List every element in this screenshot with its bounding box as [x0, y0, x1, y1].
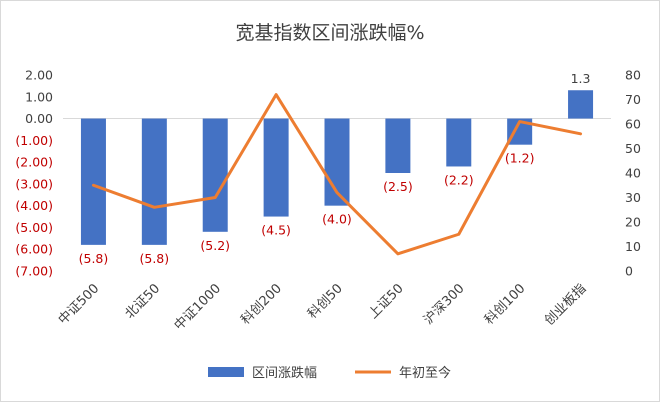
left-tick-label: (7.00): [15, 264, 53, 279]
category-label: 上证50: [366, 281, 407, 322]
right-tick-label: 30: [625, 190, 641, 205]
bar-data-label: (5.8): [79, 251, 109, 266]
legend-bar-label: 区间涨跌幅: [252, 365, 317, 381]
left-axis: 2.00 1.00 0.00 (1.00) (2.00) (3.00) (4.00) (5.0…: [15, 68, 53, 279]
category-label: 沪深300: [420, 281, 467, 328]
left-tick-label: (5.00): [15, 220, 53, 235]
category-label: 科创50: [305, 281, 346, 322]
right-tick-label: 10: [625, 239, 641, 254]
bar: [385, 118, 411, 173]
left-tick-label: (3.00): [15, 176, 53, 191]
bar-data-labels: (5.8) (5.8) (5.2) (4.5) (4.0) (2.5) (2.2) (1.2)…: [79, 71, 591, 266]
bar-data-label: (5.2): [200, 238, 230, 253]
bar: [141, 118, 167, 245]
bar-data-label: (4.0): [322, 212, 352, 227]
left-tick-label: (1.00): [15, 133, 53, 148]
category-label: 中证500: [56, 281, 103, 328]
category-labels: 中证500 北证50 中证1000 科创200 科创50 上证50 沪深300 科创100 创业…: [56, 281, 590, 334]
category-label: 科创100: [482, 281, 529, 328]
legend-line-label: 年初至今: [399, 365, 451, 381]
bar-data-label: 1.3: [571, 71, 591, 86]
bar: [80, 118, 106, 245]
category-label: 北证50: [122, 281, 163, 322]
bar: [568, 90, 594, 119]
bar-data-label: (5.8): [140, 251, 170, 266]
bar: [202, 118, 228, 232]
right-tick-label: 40: [625, 166, 641, 181]
category-label: 中证1000: [172, 281, 224, 333]
bar: [263, 118, 289, 217]
legend-bar-swatch: [208, 367, 244, 377]
left-tick-label: 2.00: [25, 68, 53, 83]
bar-data-label: (2.5): [383, 179, 413, 194]
right-axis: 80 70 60 50 40 30 20 10 0: [625, 68, 641, 279]
left-tick-label: (4.00): [15, 198, 53, 213]
bar-data-label: (2.2): [444, 172, 474, 187]
bar: [446, 118, 472, 167]
category-label: 创业板指: [542, 281, 589, 328]
right-tick-label: 50: [625, 141, 641, 156]
right-tick-label: 80: [625, 68, 641, 83]
left-tick-label: 1.00: [25, 89, 53, 104]
bar-data-label: (1.2): [505, 151, 535, 166]
plot-area: (5.8) (5.8) (5.2) (4.5) (4.0) (2.5) (2.2) (1.2)…: [63, 71, 611, 266]
right-tick-label: 60: [625, 117, 641, 132]
bar-series: [80, 90, 594, 245]
line-series: [91, 93, 583, 256]
left-tick-label: (2.00): [15, 155, 53, 170]
chart-title: 宽基指数区间涨跌幅%: [235, 22, 424, 44]
right-tick-label: 20: [625, 215, 641, 230]
bar-data-label: (4.5): [261, 223, 291, 238]
category-label: 科创200: [238, 281, 285, 328]
right-tick-label: 0: [625, 264, 633, 279]
legend: 区间涨跌幅 年初至今: [208, 365, 451, 381]
left-tick-label: 0.00: [25, 111, 53, 126]
right-tick-label: 70: [625, 92, 641, 107]
left-tick-label: (6.00): [15, 242, 53, 257]
